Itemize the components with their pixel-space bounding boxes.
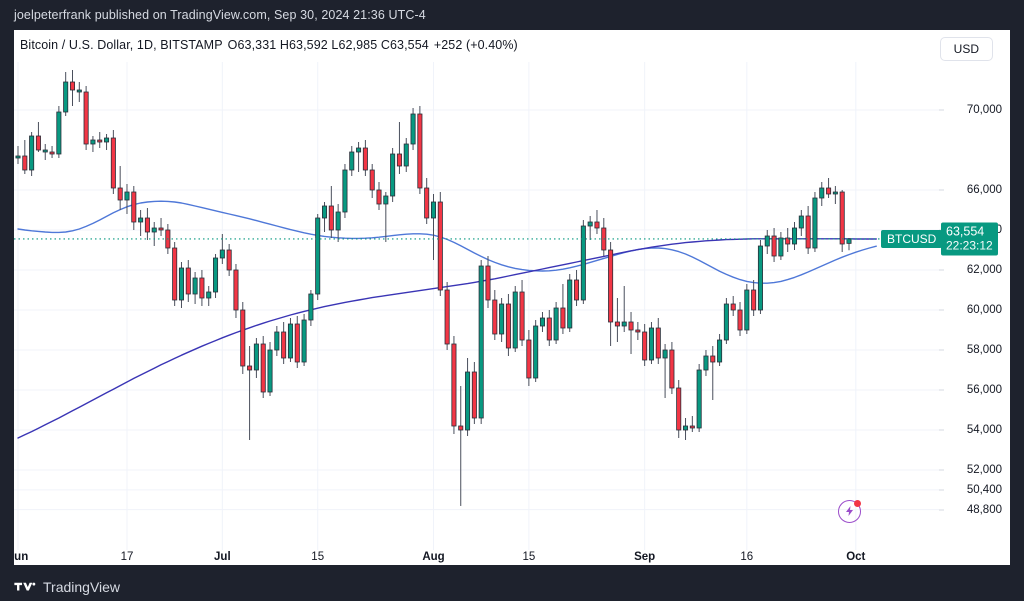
price-axis-label: 58,000 <box>966 344 1002 356</box>
price-axis-label: 60,000 <box>966 304 1002 316</box>
tradingview-logo-icon <box>14 582 36 590</box>
time-axis-label: Jun <box>14 551 29 563</box>
price-axis-tick <box>939 109 944 111</box>
publisher-text: joelpeterfrank published on TradingView.… <box>14 8 426 22</box>
price-axis-tick <box>939 429 944 431</box>
time-axis-label: 15 <box>311 551 325 563</box>
price-axis-tick <box>939 189 944 191</box>
time-axis-label: Jul <box>214 551 231 563</box>
price-axis-tick <box>939 509 944 511</box>
price-axis-tick <box>939 309 944 311</box>
price-axis-label: 52,000 <box>966 464 1002 476</box>
grid-layer <box>14 62 939 550</box>
time-axis-label: 17 <box>120 551 134 563</box>
price-axis-label: 70,000 <box>966 104 1002 116</box>
lightning-bolt-icon[interactable] <box>838 499 861 523</box>
chart-panel: Bitcoin / U.S. Dollar, 1D, BITSTAMP O63,3… <box>14 30 1010 565</box>
red-dot-badge <box>854 499 861 507</box>
price-axis-label: 54,000 <box>966 424 1002 436</box>
last-price-badge[interactable]: 63,554 22:23:12 <box>941 222 998 256</box>
legend-symbol[interactable]: Bitcoin / U.S. Dollar, 1D, BITSTAMP <box>20 38 223 52</box>
time-axis-label: Oct <box>846 551 866 563</box>
symbol-price-tag[interactable]: BTCUSD <box>881 229 943 248</box>
legend-change: +252 (+0.40%) <box>433 38 518 52</box>
publisher-attribution-bar: joelpeterfrank published on TradingView.… <box>0 0 1024 30</box>
price-axis[interactable]: 70,00066,00064,00062,00060,00058,00056,0… <box>939 62 1010 550</box>
price-axis-tick <box>939 269 944 271</box>
price-axis-label: 48,800 <box>966 503 1002 516</box>
series-layer <box>14 70 939 506</box>
price-axis-tick <box>939 389 944 391</box>
last-price-value: 63,554 <box>946 224 985 239</box>
chart-legend: Bitcoin / U.S. Dollar, 1D, BITSTAMP O63,3… <box>20 38 518 52</box>
price-axis-label: 56,000 <box>966 384 1002 396</box>
footer-brand-label: TradingView <box>43 579 121 595</box>
time-axis-label: Aug <box>422 551 445 563</box>
tradingview-footer-brand[interactable]: TradingView <box>14 579 120 595</box>
bar-countdown-timer: 22:23:12 <box>946 238 993 253</box>
legend-ohlc-values: O63,331 H63,592 L62,985 C63,554 <box>227 38 429 52</box>
time-axis-label: 15 <box>522 551 536 563</box>
time-axis[interactable]: Jun 17 Jul 15 Aug 15 Sep 16 Oct <box>14 550 1010 565</box>
time-axis-label: 16 <box>740 551 754 563</box>
price-axis-label: 66,000 <box>966 184 1002 196</box>
price-axis-tick <box>939 489 944 491</box>
price-axis-tick <box>939 469 944 471</box>
price-axis-label: 50,400 <box>966 483 1002 496</box>
bolt-glyph <box>845 506 853 517</box>
currency-unit-button[interactable]: USD <box>939 37 993 61</box>
plot-area[interactable] <box>14 62 939 550</box>
price-axis-tick <box>939 349 944 351</box>
time-axis-label: Sep <box>634 551 656 563</box>
price-axis-label: 62,000 <box>966 264 1002 276</box>
